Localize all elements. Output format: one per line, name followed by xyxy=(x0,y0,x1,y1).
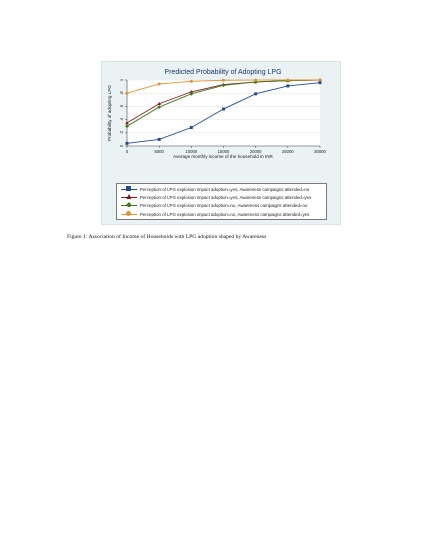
y-tick-label: 0 xyxy=(119,144,124,147)
data-point-series-1 xyxy=(189,126,193,130)
data-point-series-4 xyxy=(286,78,290,82)
x-tick-label: 5000 xyxy=(155,149,165,154)
legend-key-circle-icon xyxy=(121,211,137,217)
data-point-series-1 xyxy=(318,81,322,85)
data-point-series-4 xyxy=(157,82,161,86)
data-point-series-2 xyxy=(189,89,194,94)
legend-entry: Perception of LPG explosion impact adopt… xyxy=(121,202,326,210)
legend-label: Perception of LPG explosion impact adopt… xyxy=(140,203,308,209)
data-point-series-1 xyxy=(125,141,129,145)
x-tick-label: 0 xyxy=(126,149,129,154)
x-tick-label: 20000 xyxy=(250,149,262,154)
figure-caption: Figure 1: Association of Income of House… xyxy=(67,234,267,240)
legend-entry: Perception of LPG explosion impact adopt… xyxy=(121,210,326,218)
data-point-series-1 xyxy=(157,137,161,141)
legend-key-triangle-icon xyxy=(121,194,137,201)
y-tick-label: .8 xyxy=(119,91,124,95)
data-point-series-3 xyxy=(221,83,226,88)
y-tick-label: .4 xyxy=(119,117,124,121)
data-point-series-4 xyxy=(222,78,225,82)
y-tick-label: .6 xyxy=(119,104,124,108)
y-axis-label: Probability of adopting LPG xyxy=(107,85,112,141)
x-tick-label: 15000 xyxy=(218,149,230,154)
legend-key-square-icon xyxy=(121,186,137,192)
data-point-series-1 xyxy=(222,107,225,111)
legend-entry: Perception of LPG explosion impact adopt… xyxy=(121,185,326,193)
chart-title: Predicted Probability of Adopting LPG xyxy=(164,69,281,76)
legend-key-diamond-icon xyxy=(121,202,137,209)
x-tick-label: 10000 xyxy=(186,149,198,154)
data-point-series-2 xyxy=(157,101,161,106)
data-point-series-4 xyxy=(189,79,193,83)
y-tick-label: .2 xyxy=(119,130,124,134)
legend-label: Perception of LPG explosion impact adopt… xyxy=(140,186,310,192)
chart-legend: Perception of LPG explosion impact adopt… xyxy=(116,183,327,220)
legend-label: Perception of LPG explosion impact adopt… xyxy=(140,211,310,217)
plot-area xyxy=(127,80,320,146)
y-tick-label: 1 xyxy=(119,78,124,81)
data-point-series-4 xyxy=(254,78,258,82)
data-point-series-3 xyxy=(189,91,194,96)
data-point-series-4 xyxy=(318,78,322,82)
data-point-series-1 xyxy=(286,84,290,88)
data-point-series-2 xyxy=(125,121,129,125)
chart-figure: Predicted Probability of Adopting LPG Av… xyxy=(101,61,341,225)
x-tick-label: 30000 xyxy=(314,149,326,154)
legend-label: Perception of LPG explosion impact adopt… xyxy=(140,195,312,201)
x-axis-label: Average monthly income of the household … xyxy=(173,154,273,159)
legend-entry: Perception of LPG explosion impact adopt… xyxy=(121,193,326,201)
data-point-series-4 xyxy=(125,91,129,95)
chart-svg: Predicted Probability of Adopting LPG Av… xyxy=(107,69,326,159)
x-tick-label: 25000 xyxy=(282,149,294,154)
data-point-series-1 xyxy=(254,92,258,96)
